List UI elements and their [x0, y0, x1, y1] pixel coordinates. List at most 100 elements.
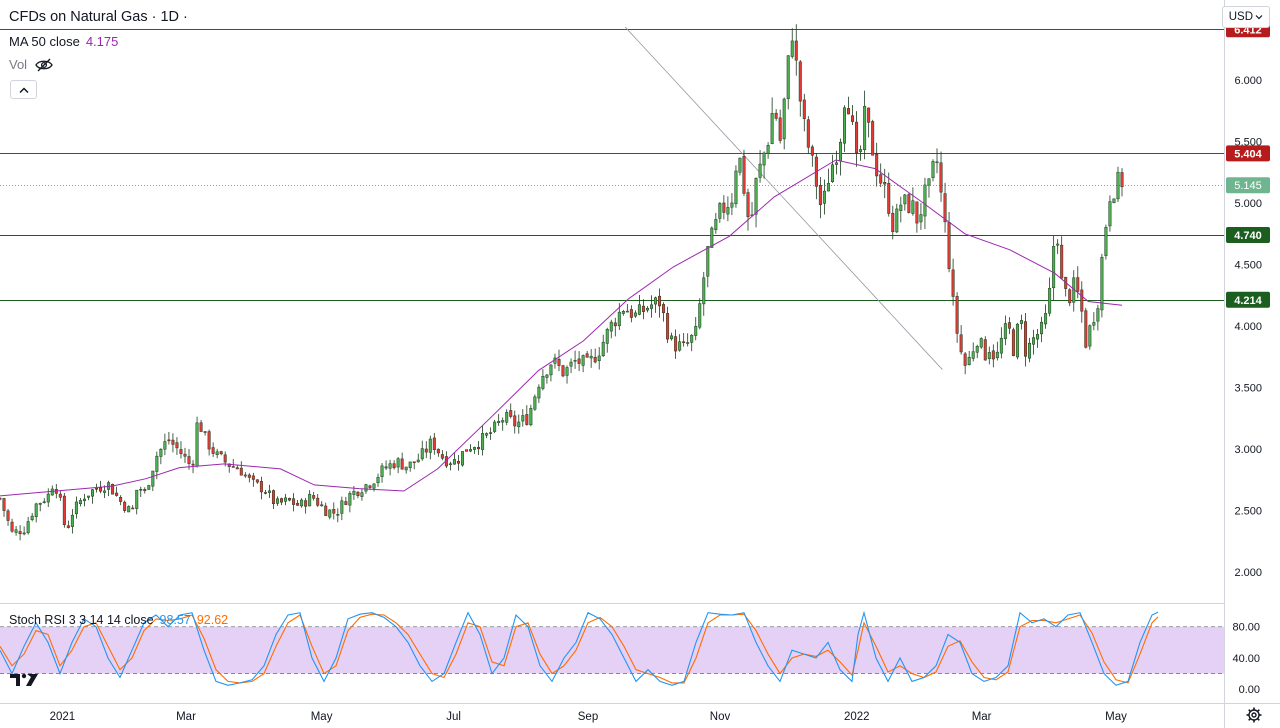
candle[interactable]: [537, 384, 541, 404]
candle[interactable]: [605, 327, 609, 353]
volume-legend[interactable]: Vol: [9, 57, 53, 72]
candle[interactable]: [284, 493, 288, 506]
level-badge[interactable]: 4.214: [1226, 291, 1270, 308]
candle[interactable]: [2, 497, 6, 517]
candle[interactable]: [533, 394, 537, 411]
candle[interactable]: [300, 498, 304, 508]
candle[interactable]: [119, 495, 123, 506]
candle[interactable]: [549, 364, 553, 382]
candle[interactable]: [111, 483, 115, 495]
candle[interactable]: [159, 448, 163, 465]
candle[interactable]: [710, 226, 714, 248]
candle[interactable]: [1015, 322, 1019, 360]
candle[interactable]: [911, 187, 915, 216]
candle[interactable]: [1088, 324, 1092, 350]
candle[interactable]: [694, 316, 698, 341]
candle[interactable]: [726, 196, 730, 222]
candle[interactable]: [899, 196, 903, 223]
candle[interactable]: [211, 442, 215, 457]
candle[interactable]: [179, 441, 183, 459]
candle[interactable]: [601, 334, 605, 357]
candle[interactable]: [304, 497, 308, 514]
candle[interactable]: [42, 498, 46, 504]
candle[interactable]: [987, 346, 991, 365]
candle[interactable]: [999, 327, 1003, 359]
candle[interactable]: [1011, 327, 1015, 357]
candle[interactable]: [251, 472, 255, 487]
candle[interactable]: [473, 446, 477, 454]
candle[interactable]: [513, 410, 517, 434]
trend-line[interactable]: [624, 26, 943, 370]
candle[interactable]: [867, 107, 871, 138]
candle[interactable]: [633, 310, 637, 318]
candle[interactable]: [0, 497, 2, 501]
candle[interactable]: [187, 449, 191, 470]
candle[interactable]: [722, 195, 726, 220]
candle[interactable]: [778, 109, 782, 144]
candle[interactable]: [115, 486, 119, 497]
candle[interactable]: [195, 416, 199, 468]
candle[interactable]: [935, 148, 939, 174]
candle[interactable]: [139, 486, 143, 498]
candle[interactable]: [907, 193, 911, 214]
candle[interactable]: [316, 493, 320, 507]
candle[interactable]: [790, 28, 794, 59]
candle[interactable]: [143, 487, 147, 494]
candle[interactable]: [931, 159, 935, 182]
candle[interactable]: [770, 97, 774, 145]
candle[interactable]: [826, 168, 830, 192]
candle[interactable]: [1084, 307, 1088, 349]
candle[interactable]: [718, 202, 722, 223]
candle[interactable]: [22, 526, 26, 536]
candle[interactable]: [34, 502, 38, 523]
candle[interactable]: [750, 201, 754, 217]
candle[interactable]: [798, 60, 802, 117]
candle[interactable]: [95, 483, 99, 493]
candle[interactable]: [448, 461, 452, 471]
candle[interactable]: [698, 298, 702, 330]
candle[interactable]: [18, 525, 22, 541]
candle[interactable]: [493, 419, 497, 434]
candle[interactable]: [1032, 329, 1036, 355]
candle[interactable]: [175, 437, 179, 456]
candle[interactable]: [424, 441, 428, 459]
candle[interactable]: [26, 516, 30, 535]
candle[interactable]: [416, 453, 420, 463]
candle[interactable]: [324, 502, 328, 516]
candle[interactable]: [412, 461, 416, 470]
candle[interactable]: [943, 182, 947, 233]
candle[interactable]: [404, 466, 408, 474]
candle[interactable]: [734, 165, 738, 208]
candle[interactable]: [171, 433, 175, 453]
gear-icon[interactable]: [1246, 707, 1262, 723]
candle[interactable]: [855, 111, 859, 167]
candle[interactable]: [489, 427, 493, 440]
candle[interactable]: [103, 485, 107, 498]
candle[interactable]: [585, 350, 589, 358]
candle[interactable]: [1028, 337, 1031, 363]
candle[interactable]: [887, 172, 891, 217]
candle[interactable]: [428, 435, 432, 460]
candle[interactable]: [408, 461, 412, 472]
level-badge[interactable]: 4.740: [1226, 227, 1270, 244]
candle[interactable]: [1040, 316, 1044, 343]
candle[interactable]: [38, 502, 42, 512]
candle[interactable]: [151, 470, 155, 492]
candle[interactable]: [875, 142, 879, 187]
candle[interactable]: [995, 341, 999, 361]
candle[interactable]: [1092, 312, 1096, 331]
collapse-legend-button[interactable]: [10, 80, 37, 99]
candle[interactable]: [782, 97, 786, 150]
candle[interactable]: [939, 151, 943, 202]
candle[interactable]: [107, 480, 111, 496]
candle[interactable]: [879, 163, 883, 188]
candle[interactable]: [843, 105, 847, 152]
candle[interactable]: [70, 509, 74, 534]
candle[interactable]: [742, 149, 746, 197]
candle[interactable]: [255, 479, 259, 484]
candle[interactable]: [975, 344, 979, 359]
candle[interactable]: [481, 425, 485, 456]
candle[interactable]: [332, 502, 336, 520]
candle[interactable]: [690, 334, 694, 352]
candle[interactable]: [1007, 317, 1011, 335]
